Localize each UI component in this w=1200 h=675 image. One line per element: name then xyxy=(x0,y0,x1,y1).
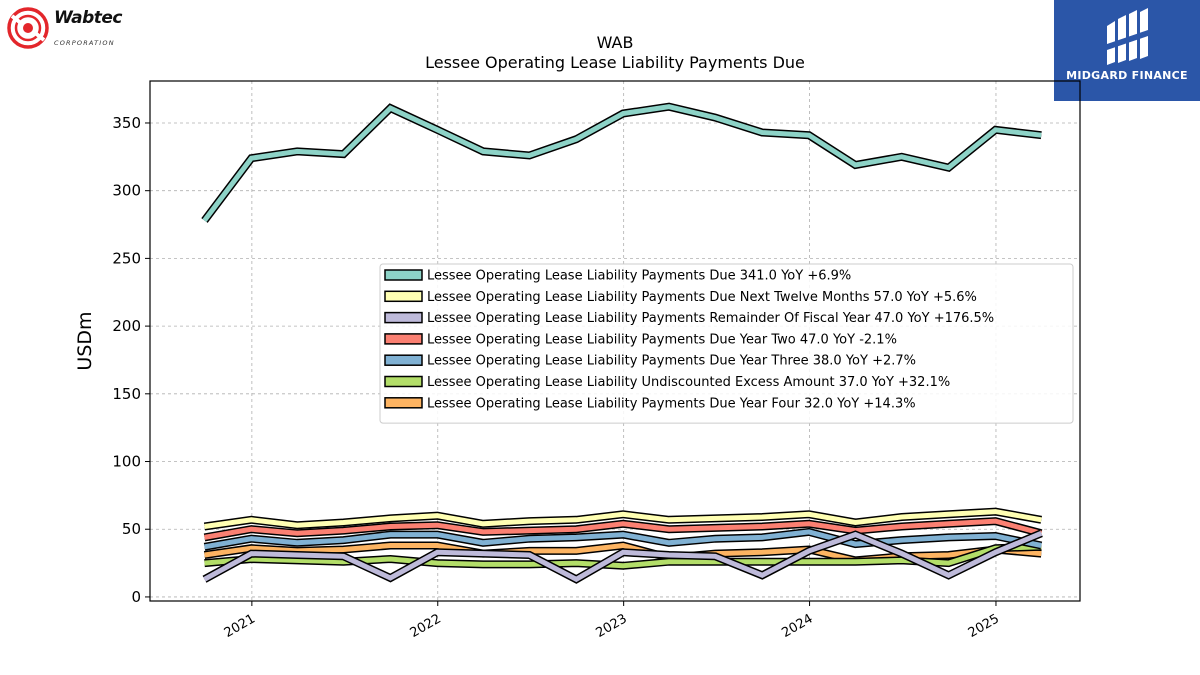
legend-swatch xyxy=(384,354,423,366)
brand-badge: MIDGARD FINANCE xyxy=(1054,0,1200,101)
x-axis: 2021 2022 2023 2024 2025 xyxy=(222,601,1002,641)
series-lines xyxy=(201,102,1043,584)
y-tick-label: 250 xyxy=(112,249,141,267)
logo-name: Wabtec xyxy=(54,8,122,28)
series-line xyxy=(201,102,1042,223)
y-tick-label: 300 xyxy=(112,182,141,200)
x-tick-label: 2023 xyxy=(593,611,629,641)
legend-swatch xyxy=(384,397,423,409)
y-tick-label: 50 xyxy=(122,520,141,538)
chart-title: WAB xyxy=(597,33,634,52)
series-line xyxy=(202,529,1043,584)
legend-entry: Lessee Operating Lease Liability Payment… xyxy=(427,311,994,326)
plot-frame xyxy=(149,80,1081,602)
series-line xyxy=(203,527,1043,551)
series-line-fill xyxy=(202,104,1042,223)
series-line-fill xyxy=(204,544,1042,569)
series-line-fill xyxy=(204,518,1042,540)
series-line-fill xyxy=(203,530,1043,583)
y-tick-label: 200 xyxy=(112,317,141,335)
y-tick-label: 150 xyxy=(112,385,141,403)
series-line xyxy=(203,507,1043,531)
logo-subtitle: CORPORATION xyxy=(54,39,115,47)
legend-entry: Lessee Operating Lease Liability Payment… xyxy=(427,396,916,411)
series-line-outline xyxy=(201,102,1042,223)
legend-entry: Lessee Operating Lease Liability Payment… xyxy=(427,290,977,305)
legend-entry: Lessee Operating Lease Liability Undisco… xyxy=(427,375,950,390)
brand-name: MIDGARD FINANCE xyxy=(1066,69,1188,82)
x-tick-label: 2022 xyxy=(408,611,444,641)
company-logo: Wabtec CORPORATION xyxy=(6,6,146,52)
legend-box xyxy=(379,263,1074,424)
y-tick-label: 0 xyxy=(131,588,141,606)
legend-entry: Lessee Operating Lease Liability Payment… xyxy=(427,269,851,284)
legend-entry: Lessee Operating Lease Liability Payment… xyxy=(427,332,897,347)
legend-swatch xyxy=(384,290,423,303)
chart-subtitle: Lessee Operating Lease Liability Payment… xyxy=(425,53,805,72)
x-tick-label: 2021 xyxy=(222,611,258,641)
legend-swatch xyxy=(384,269,423,281)
series-line-fill xyxy=(204,509,1042,529)
legend-swatch xyxy=(384,375,423,388)
legend: Lessee Operating Lease Liability Payment… xyxy=(379,263,1074,424)
legend-entry: Lessee Operating Lease Liability Payment… xyxy=(427,354,916,369)
series-line-fill xyxy=(204,529,1042,550)
midgard-logo-icon xyxy=(1107,8,1148,65)
x-tick-label: 2024 xyxy=(779,611,815,641)
legend-swatch xyxy=(384,311,423,324)
wabtec-logo-icon xyxy=(7,7,49,49)
y-axis: 0 50 100 150 200 250 300 350 xyxy=(112,114,150,606)
x-tick-label: 2025 xyxy=(966,611,1002,641)
series-line xyxy=(204,542,1042,570)
legend-swatch xyxy=(384,333,423,345)
series-line xyxy=(203,517,1043,542)
y-tick-label: 100 xyxy=(112,453,141,471)
y-tick-label: 350 xyxy=(112,114,141,132)
y-axis-title: USDm xyxy=(74,311,96,370)
